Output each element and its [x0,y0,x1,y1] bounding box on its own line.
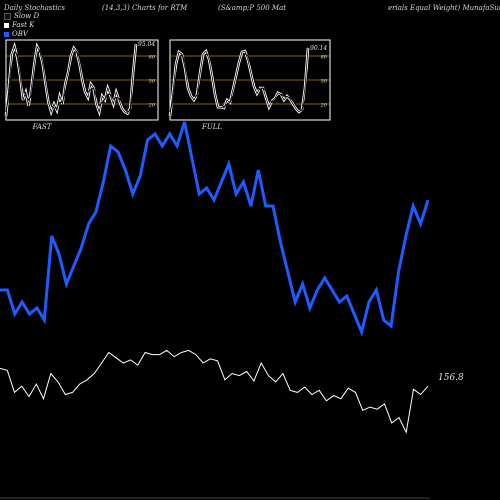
series-obv [0,121,430,337]
fast-panel-title: FAST [32,123,53,131]
fast-ytick-50: 50 [149,79,156,85]
legend-obv: OBV [4,30,28,38]
full-stochastic-panel: 80 50 20 90.14 FULL [168,39,331,131]
full-ytick-80: 80 [321,55,328,61]
legend-label-obv: OBV [12,30,28,38]
series-price [0,349,429,434]
fast-ytick-80: 80 [149,55,156,61]
full-series-fast-k-core [169,47,309,117]
legend-label-slow-d: Slow D [14,12,40,20]
legend-fast-k: Fast K [4,21,34,29]
fast-series-fast-k-core [5,43,137,117]
fast-stochastic-panel: 80 50 20 95.04 FAST [4,39,159,131]
price-obv-panel: 156.8 [0,121,464,499]
chart-params: (14,3,3) Charts for RTM [102,4,188,12]
legend-swatch-fast-k [4,22,9,28]
legend-swatch-obv [4,31,9,37]
legend-label-fast-k: Fast K [12,21,35,29]
chart-index: (S&amp;P 500 Mat [218,4,287,12]
fast-last-value: 95.04 [138,41,155,48]
chart-subtitle: erials Equal Weight) MunafaSutra.c [388,4,500,12]
full-ytick-20: 20 [320,103,328,109]
full-series-slow-d [169,52,309,113]
chart-title: Daily Stochastics [4,4,66,12]
legend-swatch-slow-d [4,12,11,20]
legend-slow-d: Slow D [4,12,39,20]
full-panel-title: FULL [201,123,222,131]
full-ytick-50: 50 [321,79,328,85]
price-last-value: 156.8 [438,373,464,383]
fast-ytick-20: 20 [148,103,156,109]
full-last-value: 90.14 [310,45,327,52]
